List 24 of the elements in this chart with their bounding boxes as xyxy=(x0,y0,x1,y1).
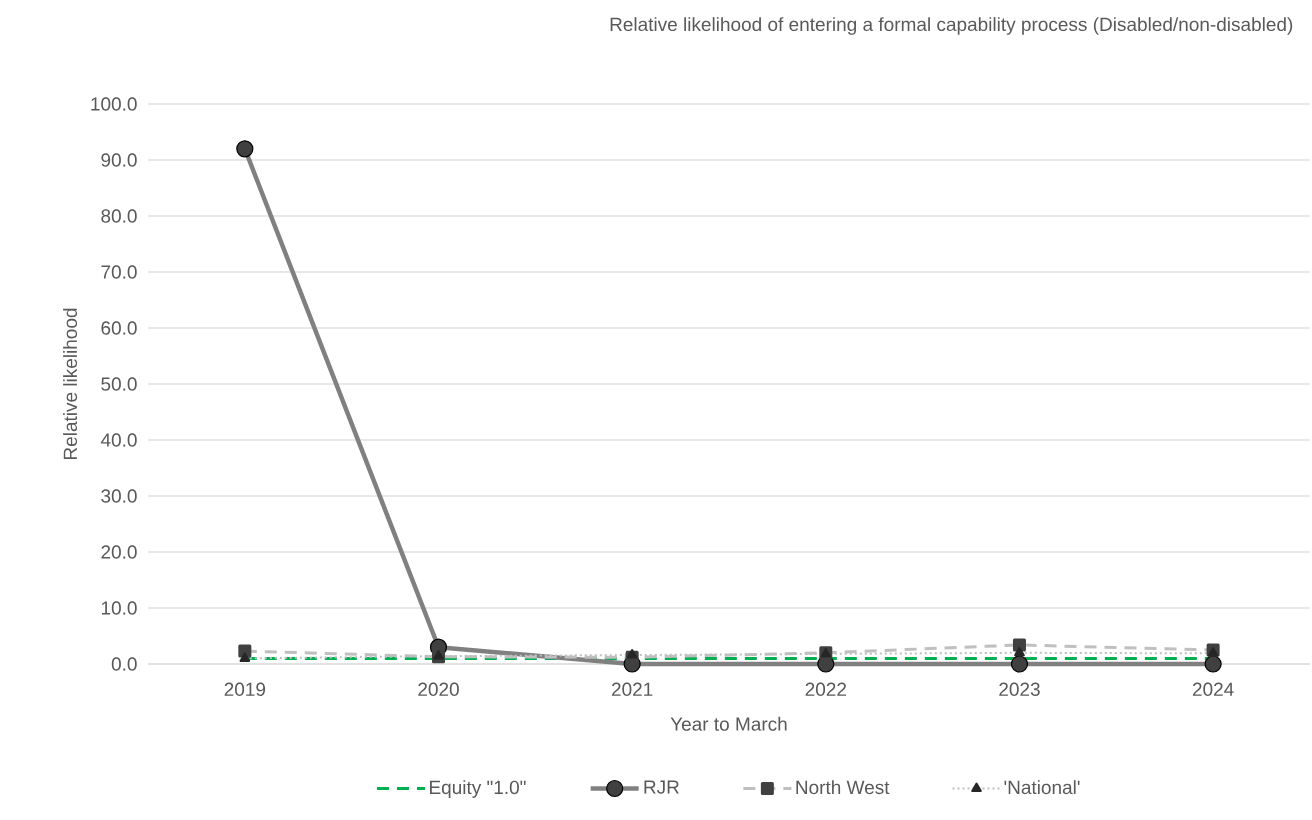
x-tick-label: 2020 xyxy=(418,682,459,696)
y-tick-label: 90.0 xyxy=(101,153,137,167)
y-tick-label: 100.0 xyxy=(91,97,137,111)
legend-label: 'National' xyxy=(1004,780,1080,795)
y-tick-label: 80.0 xyxy=(101,209,137,223)
x-tick-label: 2021 xyxy=(611,682,653,696)
legend-label: RJR xyxy=(644,780,679,794)
x-tick-label: 2023 xyxy=(999,682,1040,696)
x-tick-label: 2024 xyxy=(1192,682,1234,696)
y-tick-label: 30.0 xyxy=(101,489,137,503)
x-tick-label: 2022 xyxy=(805,682,846,696)
legend-label: North West xyxy=(796,780,890,795)
y-tick-label: 20.0 xyxy=(101,545,137,559)
y-tick-label: 40.0 xyxy=(100,433,137,447)
y-axis-title: Relative likelihood xyxy=(63,308,78,460)
x-axis-title: Year to March xyxy=(670,716,787,731)
legend-label: Equity "1.0" xyxy=(430,780,526,798)
y-tick-label: 0.0 xyxy=(111,657,137,671)
chart-title: Relative likelihood of entering a formal capability process (Disabled/non-disabled) xyxy=(610,17,1293,35)
y-tick-label: 60.0 xyxy=(101,321,137,335)
x-tick-label: 2019 xyxy=(224,682,266,696)
y-tick-label: 50.0 xyxy=(101,377,137,391)
y-tick-label: 10.0 xyxy=(101,601,137,615)
y-tick-label: 70.0 xyxy=(101,265,137,279)
